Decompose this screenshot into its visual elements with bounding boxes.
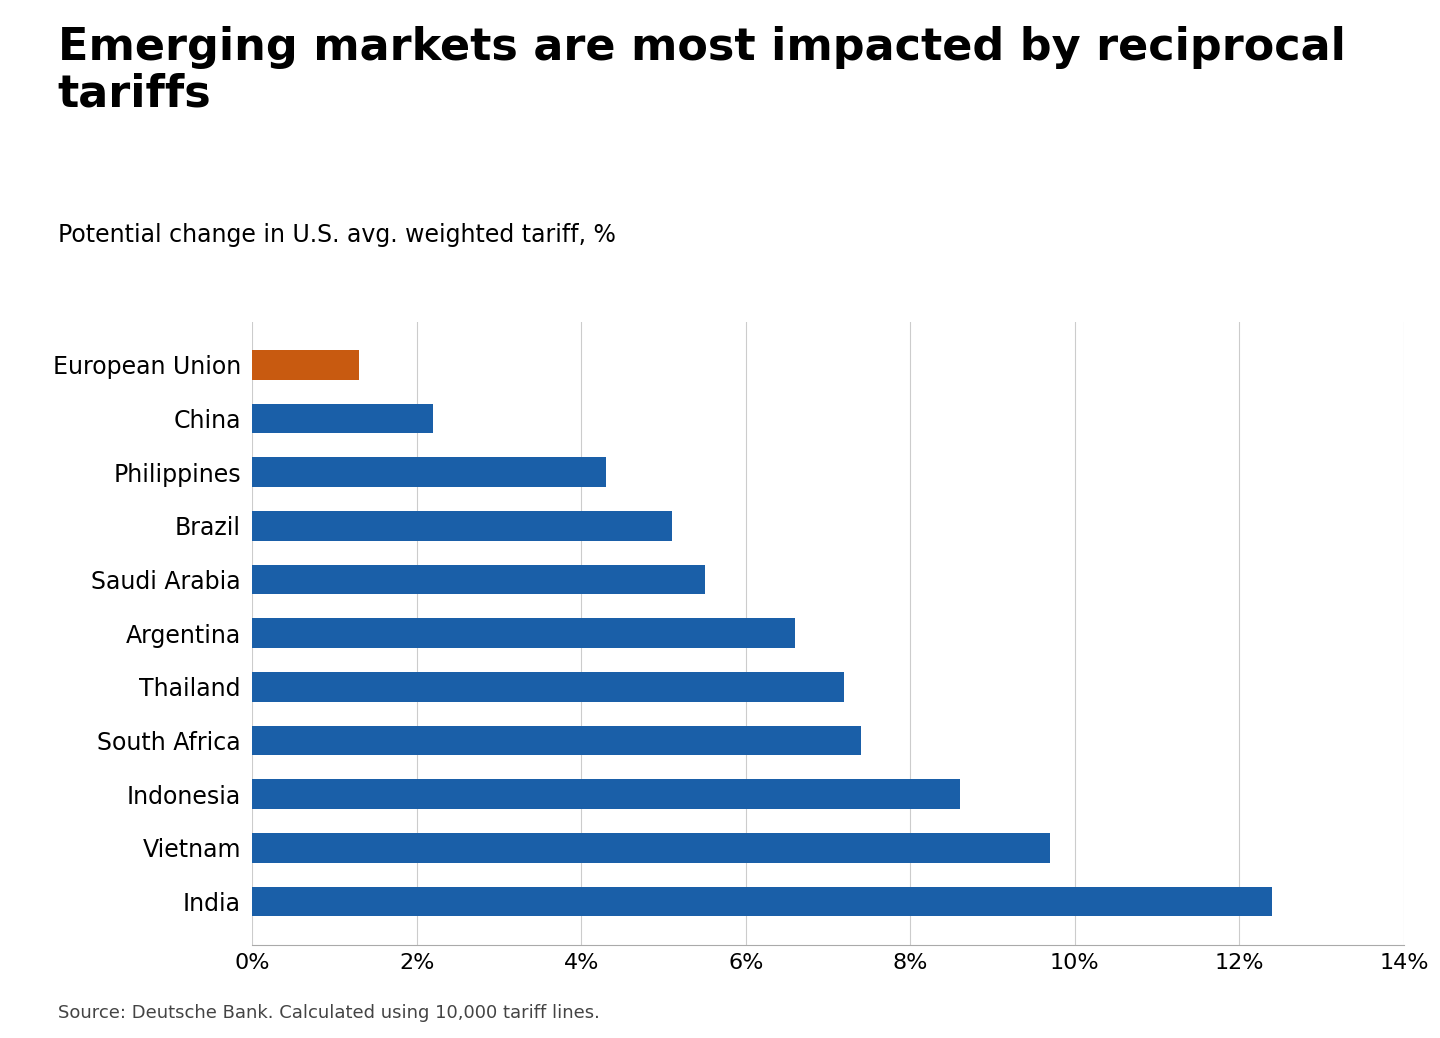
Text: Emerging markets are most impacted by reciprocal
tariffs: Emerging markets are most impacted by re… — [58, 26, 1345, 115]
Bar — [252, 565, 704, 595]
Bar — [252, 726, 861, 756]
Bar — [252, 458, 606, 487]
Bar — [252, 404, 433, 433]
Bar — [252, 780, 959, 809]
Bar — [252, 619, 795, 648]
Bar — [252, 886, 1273, 917]
Bar — [252, 350, 359, 380]
Text: Source: Deutsche Bank. Calculated using 10,000 tariff lines.: Source: Deutsche Bank. Calculated using … — [58, 1005, 599, 1022]
Bar — [252, 834, 1050, 863]
Bar — [252, 511, 671, 541]
Text: Potential change in U.S. avg. weighted tariff, %: Potential change in U.S. avg. weighted t… — [58, 223, 615, 247]
Bar — [252, 672, 844, 702]
